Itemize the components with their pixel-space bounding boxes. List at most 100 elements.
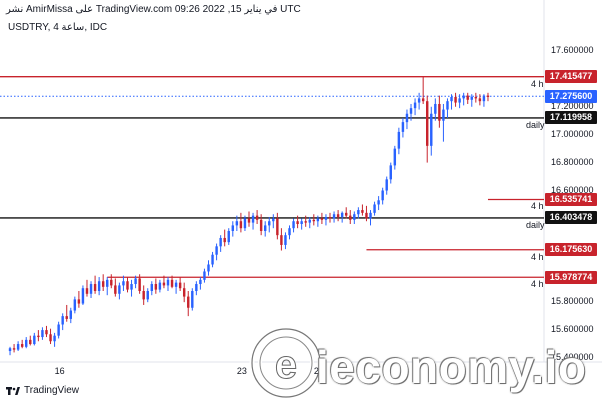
- candle-body: [409, 108, 413, 114]
- candle-body: [296, 221, 299, 225]
- candle-body: [474, 96, 478, 99]
- tradingview-brand[interactable]: TradingView: [6, 385, 79, 396]
- candle: [247, 211, 251, 227]
- level-timeframe-tag: 4 h: [531, 279, 544, 290]
- candle: [450, 94, 453, 110]
- candle: [166, 277, 170, 292]
- candle: [211, 251, 214, 268]
- candle: [349, 210, 352, 225]
- candle-body: [247, 218, 251, 223]
- candle-body: [25, 339, 28, 347]
- candle-body: [178, 282, 182, 289]
- candle: [49, 328, 52, 345]
- candle-body: [316, 218, 320, 222]
- candle: [421, 76, 425, 104]
- candle: [462, 92, 465, 106]
- level-price-label: 15.978774: [545, 270, 597, 284]
- candle: [8, 346, 12, 356]
- candle: [316, 215, 320, 227]
- candle-body: [328, 217, 332, 219]
- candle-body: [292, 221, 295, 229]
- candle-body: [182, 288, 186, 297]
- candle: [57, 321, 60, 339]
- candle-body: [126, 281, 129, 290]
- candle: [77, 291, 81, 308]
- candle: [308, 217, 311, 229]
- candle-body: [53, 335, 56, 342]
- candle-body: [478, 98, 482, 102]
- candle-body: [482, 95, 486, 102]
- candle-body: [397, 131, 401, 149]
- level-timeframe-tag: daily: [526, 119, 545, 130]
- candle: [73, 296, 77, 314]
- candle-body: [166, 279, 170, 286]
- candle-body: [20, 344, 24, 347]
- candle-body: [150, 284, 154, 292]
- candle: [288, 225, 291, 240]
- candle: [37, 330, 40, 342]
- level-price-label: 17.275600: [545, 89, 597, 103]
- candle: [29, 335, 32, 346]
- candle: [365, 205, 368, 222]
- candle: [259, 214, 263, 236]
- candle-body: [288, 228, 291, 236]
- candle-body: [349, 215, 352, 220]
- candle-body: [162, 282, 166, 286]
- candle-body: [417, 98, 421, 103]
- y-tick-label: 15.800000: [551, 296, 594, 307]
- candle-body: [77, 299, 81, 304]
- candle: [69, 307, 72, 324]
- candle-body: [466, 95, 469, 100]
- level-price-label: 16.535741: [545, 192, 597, 206]
- candle: [207, 260, 210, 276]
- candle-body: [219, 237, 222, 247]
- candle: [195, 281, 198, 296]
- candle: [16, 341, 20, 352]
- candle: [101, 274, 105, 292]
- candle: [199, 277, 202, 290]
- candle: [93, 275, 97, 294]
- candle: [405, 109, 409, 130]
- candle-body: [340, 212, 344, 218]
- candle: [170, 275, 174, 289]
- candle: [332, 211, 336, 223]
- candle: [442, 103, 445, 142]
- candle: [300, 218, 303, 230]
- candle-body: [320, 218, 324, 220]
- candle: [134, 275, 137, 289]
- candle: [292, 218, 295, 233]
- candle: [243, 215, 247, 231]
- candle-body: [12, 348, 16, 350]
- candle-body: [195, 284, 198, 292]
- candle-body: [377, 200, 380, 205]
- candle: [361, 204, 364, 216]
- candle: [478, 94, 482, 106]
- level-timeframe-tag: daily: [526, 219, 545, 230]
- candle-body: [57, 324, 60, 336]
- candle: [373, 201, 376, 216]
- candle: [401, 117, 405, 138]
- candle-body: [73, 299, 77, 311]
- y-tick-label: 16.800000: [551, 156, 594, 167]
- candle-body: [454, 96, 457, 103]
- candle: [385, 176, 388, 195]
- candle: [312, 214, 316, 226]
- candle: [45, 325, 48, 338]
- candle-body: [65, 316, 68, 319]
- y-tick-label: 15.600000: [551, 324, 594, 335]
- candle-body: [231, 225, 235, 231]
- x-tick-label: 16: [54, 366, 65, 376]
- candle: [369, 210, 372, 226]
- candle-body: [442, 109, 445, 121]
- candle: [187, 291, 190, 317]
- candle-body: [486, 95, 490, 97]
- candle-body: [405, 113, 409, 123]
- candle-body: [365, 212, 368, 219]
- candle-body: [413, 102, 417, 109]
- candle-body: [138, 278, 141, 292]
- candle: [474, 92, 478, 103]
- level-price-label: 16.403478: [545, 211, 597, 225]
- level-price-label: 17.119958: [545, 111, 597, 125]
- candle: [320, 212, 324, 225]
